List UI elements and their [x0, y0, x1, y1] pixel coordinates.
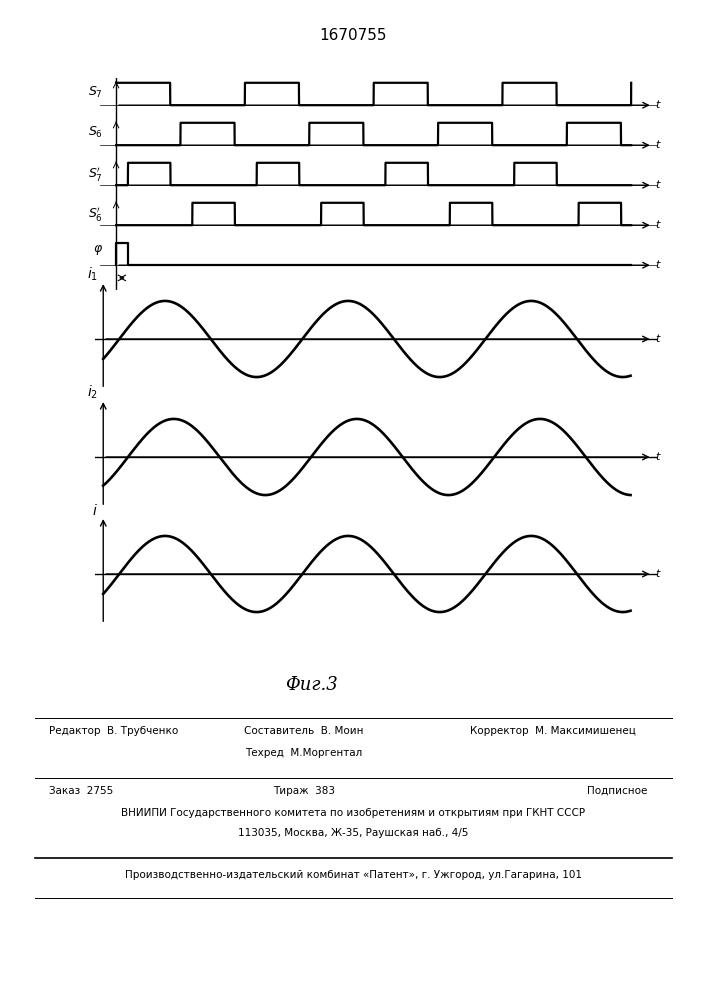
- Text: $i$: $i$: [92, 503, 98, 518]
- Text: Φиг.3: Φиг.3: [285, 676, 337, 694]
- Text: 1670755: 1670755: [320, 28, 387, 43]
- Text: t: t: [655, 180, 660, 190]
- Text: Производственно-издательский комбинат «Патент», г. Ужгород, ул.Гагарина, 101: Производственно-издательский комбинат «П…: [125, 870, 582, 880]
- Text: $S_7$: $S_7$: [88, 85, 103, 100]
- Text: ВНИИПИ Государственного комитета по изобретениям и открытиям при ГКНТ СССР: ВНИИПИ Государственного комитета по изоб…: [122, 808, 585, 818]
- Text: Корректор  М. Максимишенец: Корректор М. Максимишенец: [470, 726, 636, 736]
- Text: Заказ  2755: Заказ 2755: [49, 786, 114, 796]
- Text: t: t: [655, 260, 660, 270]
- Text: t: t: [655, 334, 660, 344]
- Text: t: t: [655, 140, 660, 150]
- Text: t: t: [655, 220, 660, 230]
- Text: $S_6$: $S_6$: [88, 125, 103, 140]
- Text: $i_1$: $i_1$: [87, 266, 98, 283]
- Text: Подписное: Подписное: [587, 786, 647, 796]
- Text: $S_7'$: $S_7'$: [88, 165, 103, 183]
- Text: Тираж  383: Тираж 383: [273, 786, 335, 796]
- Text: t: t: [655, 569, 660, 579]
- Text: t: t: [655, 100, 660, 110]
- Text: $S_6'$: $S_6'$: [88, 205, 103, 223]
- Text: Составитель  В. Моин: Составитель В. Моин: [244, 726, 364, 736]
- Text: 113035, Москва, Ж-35, Раушская наб., 4/5: 113035, Москва, Ж-35, Раушская наб., 4/5: [238, 828, 469, 838]
- Text: Техред  М.Моргентал: Техред М.Моргентал: [245, 748, 363, 758]
- Text: $\varphi$: $\varphi$: [93, 243, 103, 257]
- Text: $i_2$: $i_2$: [87, 384, 98, 401]
- Text: Редактор  В. Трубченко: Редактор В. Трубченко: [49, 726, 179, 736]
- Text: t: t: [655, 452, 660, 462]
